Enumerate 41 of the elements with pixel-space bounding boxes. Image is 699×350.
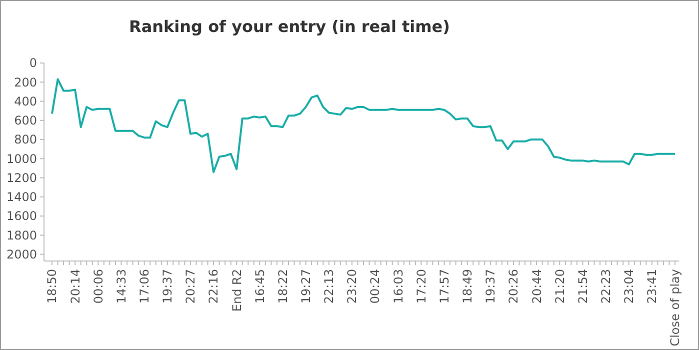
y-tick-label: 0 <box>29 56 37 70</box>
x-tick-label: 20:14 <box>68 269 82 304</box>
line-series <box>51 78 676 174</box>
chart-title: Ranking of your entry (in real time) <box>129 17 450 36</box>
x-tick-label: 22:16 <box>206 269 221 304</box>
x-tick-label: 21:54 <box>576 269 590 304</box>
x-tick-label: 19:37 <box>160 269 175 304</box>
y-tick-label: 800 <box>14 132 37 147</box>
x-tick-label: 22:23 <box>598 269 613 304</box>
y-tick-label: 600 <box>14 114 37 128</box>
x-tick-label: 23:41 <box>645 269 660 304</box>
y-tick-label: 1600 <box>6 209 37 224</box>
x-tick-label: 18:22 <box>276 269 290 304</box>
x-tick-label: 18:49 <box>460 269 475 304</box>
x-tick-label: End R2 <box>230 269 244 312</box>
x-tick-label: 18:50 <box>45 269 60 304</box>
y-tick-label: 2000 <box>6 248 37 262</box>
y-tick-label: 200 <box>14 75 37 90</box>
x-tick-label: 00:06 <box>91 269 106 304</box>
y-tick-label: 1000 <box>6 152 37 166</box>
y-tick-label: 1200 <box>6 170 37 185</box>
x-tick-label: 14:33 <box>114 269 128 304</box>
x-tick-label: 20:26 <box>506 269 521 304</box>
x-tick-label: 00:24 <box>368 269 382 304</box>
x-tick-label: 20:27 <box>184 269 198 304</box>
x-tick-label: 23:20 <box>345 269 360 304</box>
x-tick-label: 20:44 <box>530 269 544 304</box>
x-tick-label: 17:06 <box>137 269 152 304</box>
x-tick-label: 22:13 <box>322 269 336 304</box>
x-tick-label: 17:20 <box>414 269 428 304</box>
y-tick-label: 400 <box>14 94 37 108</box>
x-tick-label: 19:37 <box>484 269 498 304</box>
x-tick-label: 23:04 <box>622 269 636 304</box>
x-tick-label: 19:27 <box>299 269 314 304</box>
x-tick-label: 21:20 <box>552 269 567 304</box>
x-tick-label: 16:45 <box>252 269 267 304</box>
x-tick-label: 17:57 <box>437 269 452 304</box>
x-tick-label: 16:03 <box>391 269 406 304</box>
y-tick-label: 1800 <box>6 228 37 242</box>
x-tick-label: Close of play <box>668 269 682 346</box>
y-tick-label: 1400 <box>6 190 37 204</box>
